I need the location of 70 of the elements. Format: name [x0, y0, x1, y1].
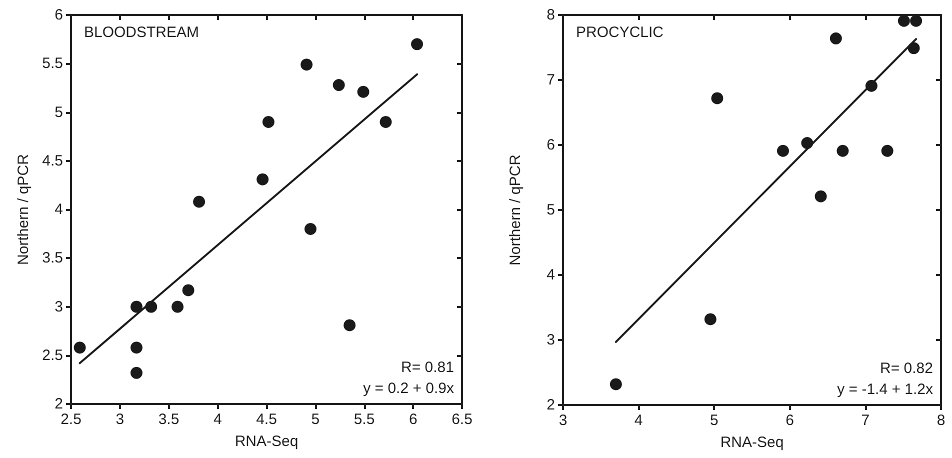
point [256, 173, 269, 186]
y-tick-label: 2.5 [42, 346, 63, 364]
point [836, 144, 849, 157]
x-tick-label: 7 [861, 412, 870, 429]
point [130, 300, 142, 313]
y-axis-title: Northern / qPCR [507, 154, 524, 266]
x-tick-label: 6 [408, 411, 418, 428]
y-tick-label: 8 [546, 6, 555, 24]
x-tick-label: 8 [936, 412, 946, 429]
point [898, 14, 910, 27]
y-tick-label: 4.5 [42, 152, 63, 170]
point [411, 38, 424, 50]
x-axis-title: RNA-Seq [234, 433, 298, 450]
y-tick-label: 6 [546, 136, 555, 154]
y-tick-label: 3 [54, 298, 63, 316]
x-tick-label: 3.5 [158, 411, 180, 428]
x-tick-label: 5 [710, 412, 718, 429]
point [881, 144, 894, 157]
point [130, 342, 142, 354]
point [814, 190, 827, 202]
point [801, 137, 814, 150]
point [332, 79, 345, 92]
annotation: y = 0.2 + 0.9x [363, 380, 454, 397]
point [300, 58, 313, 71]
text: PROCYCLIC [576, 24, 664, 41]
y-tick-label: 3.5 [42, 250, 63, 267]
point [172, 300, 184, 313]
y-tick-label: 4 [546, 266, 555, 284]
point [704, 313, 716, 326]
x-tick-label: 6 [786, 412, 794, 429]
x-tick-label: 4 [213, 411, 222, 428]
point [908, 42, 920, 54]
y-tick-label: 6 [54, 6, 63, 24]
annotation: R= 0.82 [880, 360, 933, 377]
y-axis-title: Northern / qPCR [15, 154, 32, 265]
x-tick-label: 5 [311, 411, 320, 428]
text: BLOODSTREAM [84, 24, 200, 41]
y-tick-label: 2 [54, 396, 63, 412]
point [344, 319, 356, 332]
x-tick-label: 6.5 [452, 411, 472, 428]
y-tick-label: 7 [546, 72, 555, 88]
y-tick-label: 5 [546, 202, 555, 218]
y-tick-label: 5.5 [42, 55, 63, 72]
point [910, 14, 922, 27]
point [74, 342, 86, 354]
point [865, 80, 878, 92]
x-tick-label: 5.5 [354, 411, 375, 428]
x-tick-label: 3 [116, 411, 124, 428]
point [182, 284, 194, 296]
x-tick-label: 4.5 [256, 411, 277, 428]
point [711, 92, 724, 104]
annotation: y = -1.4 + 1.2x [837, 381, 934, 398]
point [193, 196, 206, 208]
point [777, 144, 789, 157]
point [304, 222, 316, 235]
x-axis-title: RNA-Seq [720, 434, 784, 451]
point [357, 86, 370, 98]
x-tick-label: 3 [558, 412, 568, 429]
y-tick-label: 4 [54, 201, 63, 218]
point [130, 366, 142, 379]
y-tick-label: 2 [546, 396, 555, 414]
y-tick-label: 5 [54, 104, 63, 121]
point [145, 300, 158, 313]
point [830, 32, 842, 44]
annotation: R= 0.81 [401, 359, 454, 376]
point [262, 116, 274, 128]
point [610, 378, 622, 390]
x-tick-label: 4 [634, 412, 643, 429]
y-tick-label: 3 [546, 332, 555, 348]
point [380, 116, 392, 128]
